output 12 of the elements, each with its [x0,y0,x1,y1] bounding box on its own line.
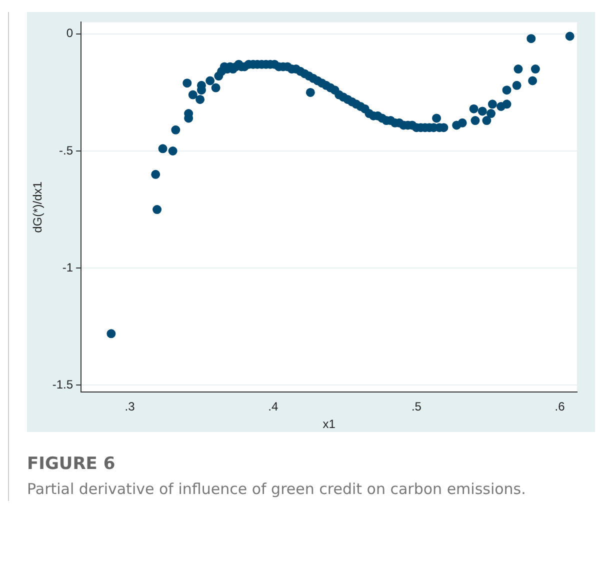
y-tick-label: -1 [62,260,74,274]
text: FIGURE 6 [27,454,116,474]
x-tick-label: .3 [124,400,136,414]
text: Partial derivative of influence of green credit on carbon emissions. [27,479,527,500]
x-tick-label: .6 [554,400,566,414]
y-tick-label: 0 [66,26,74,40]
x-axis-title: x1 [322,417,336,432]
x-tick-label: .4 [268,400,278,414]
y-tick-label: -1.5 [52,377,74,392]
y-tick-label: -.5 [59,143,74,158]
y-axis-title: dG(*)/dx1 [30,181,45,233]
x-tick-label: .5 [411,400,422,414]
